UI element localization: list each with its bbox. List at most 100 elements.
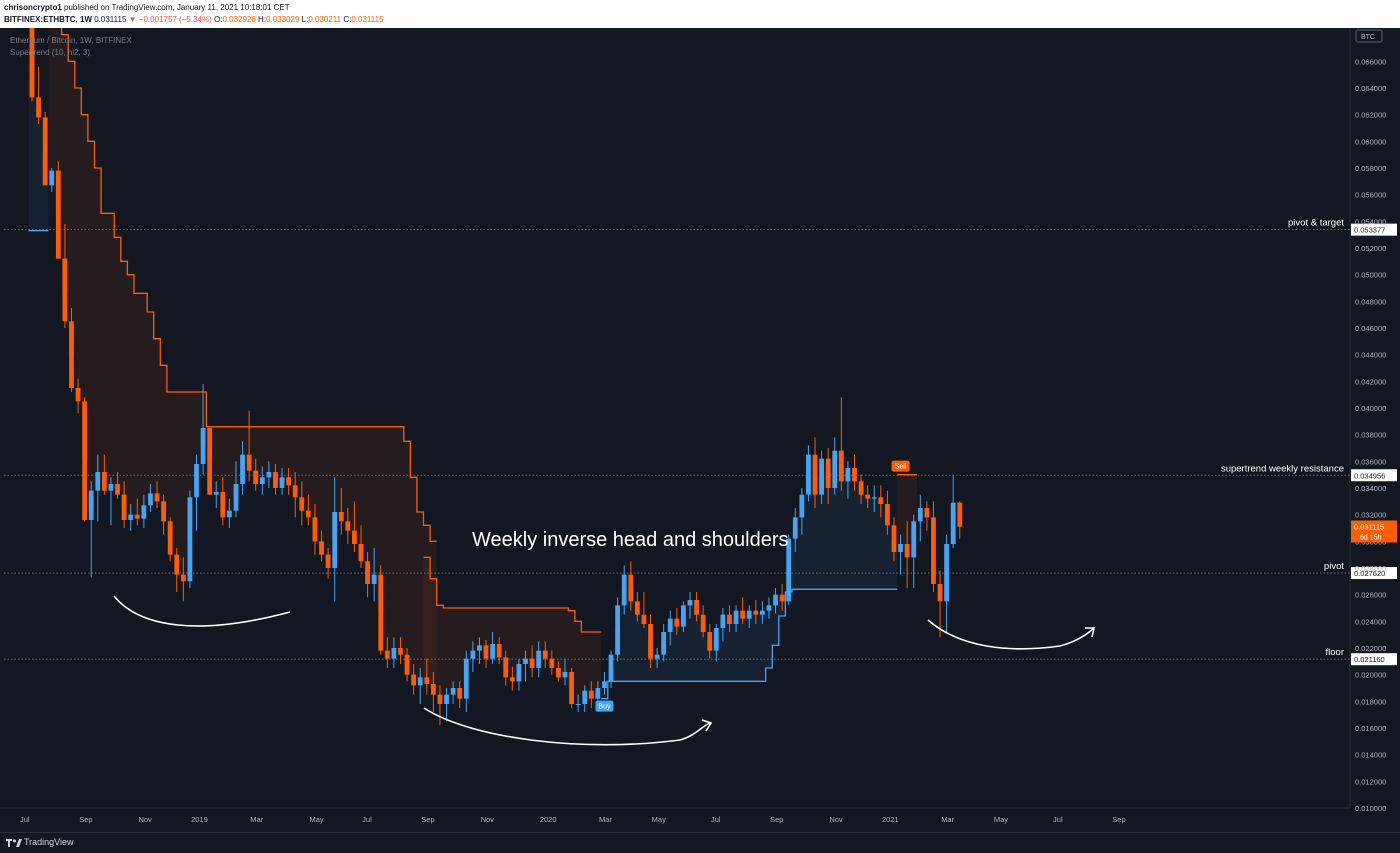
candle (891, 517, 897, 562)
candle (648, 614, 653, 668)
price-tick-label: 0.032000 (1355, 511, 1386, 520)
symbol-label[interactable]: BITFINEX:ETHBTC, 1W (4, 15, 92, 24)
candle (779, 584, 785, 611)
candle (740, 597, 746, 624)
candle-body (115, 484, 120, 495)
price-tick-label: 0.016000 (1355, 724, 1386, 733)
chart-legend: Ethereum / Bitcoin, 1W, BITFINEX Supertr… (10, 36, 132, 57)
candle (299, 481, 305, 526)
candle (911, 514, 917, 588)
candle-body (562, 672, 568, 678)
candle-body (871, 497, 877, 499)
candle (115, 472, 120, 499)
price-tick-label: 0.026000 (1355, 591, 1386, 600)
candle (917, 494, 923, 542)
candle-body (463, 658, 469, 699)
time-tick-label: Sep (79, 815, 92, 824)
tradingview-logo-icon[interactable] (6, 837, 22, 848)
price-tick-label: 0.044000 (1355, 351, 1386, 360)
candle (207, 428, 213, 495)
price-tick-label: 0.024000 (1355, 617, 1386, 626)
candle (220, 477, 226, 526)
candle-body (536, 650, 542, 668)
candle (838, 397, 844, 491)
candle (75, 378, 81, 414)
candle-body (549, 658, 555, 668)
supertrend-line-layer (28, 28, 917, 700)
candle (253, 458, 259, 491)
candle (161, 494, 166, 535)
candle-body (437, 694, 443, 704)
price-tick-label: 0.052000 (1355, 244, 1386, 253)
candle-body (720, 614, 726, 628)
candle (608, 650, 614, 688)
candle (69, 308, 74, 392)
candle-body (207, 428, 213, 495)
candle (654, 648, 660, 668)
footer-bar: TradingView (0, 832, 1400, 853)
candle (865, 485, 871, 508)
time-tick-label: Mar (599, 815, 612, 824)
brand-name: TradingView (24, 837, 74, 847)
unit-label: BTC (1361, 34, 1375, 41)
candle (542, 641, 548, 668)
candle (134, 498, 140, 526)
time-tick-label: Jul (711, 815, 721, 824)
candle (430, 672, 436, 712)
candle (792, 508, 798, 552)
candle (213, 481, 219, 508)
buy-signal-label: Buy (598, 704, 611, 711)
candle (759, 601, 765, 624)
candle (279, 468, 285, 495)
candle-body (885, 504, 890, 526)
candle-body (338, 512, 344, 522)
candle-body (759, 610, 765, 615)
price-axis[interactable]: 0.066000 0.064000 0.062000 0.060000 0.058000… (1349, 28, 1397, 813)
candle-body (69, 321, 74, 388)
candle-body (36, 97, 41, 118)
candle (55, 161, 61, 259)
candle (411, 664, 417, 695)
candle (141, 494, 147, 528)
author-name[interactable]: chrisoncrypto1 (4, 3, 62, 12)
supertrend-line (60, 28, 437, 542)
candle (957, 501, 963, 539)
candle (450, 681, 456, 704)
price-tick-label: 0.012000 (1355, 777, 1386, 786)
candle-body (773, 594, 778, 606)
candle (167, 517, 173, 562)
candle (733, 605, 739, 632)
candle-body (483, 645, 489, 659)
candle-body (253, 470, 259, 484)
candle-body (556, 668, 561, 678)
candle-body (49, 170, 55, 186)
level-label: floor (1326, 647, 1344, 658)
candle (509, 666, 515, 691)
candle-body (496, 644, 502, 658)
candle-body (911, 521, 917, 558)
candle (950, 474, 956, 548)
candle-body (477, 645, 482, 651)
time-axis[interactable]: Jul Sep Nov 2019 Mar May Jul Sep Nov 2020 Mar May Ju… (0, 807, 1350, 824)
candle-body (148, 493, 153, 506)
candle-body (621, 574, 627, 606)
candle-body (273, 472, 278, 488)
price-tick-label: 0.038000 (1355, 431, 1386, 440)
price-chart[interactable]: pivot & target 0.053377 supertrend weekly … (0, 28, 1400, 832)
supertrend-line (601, 588, 898, 700)
candle (490, 632, 495, 664)
candle-body (398, 648, 403, 655)
candle (240, 441, 245, 495)
last-price-tag-value: 0.031115 (1354, 522, 1384, 531)
level-price-tag (1351, 469, 1397, 482)
candle-body (674, 618, 680, 627)
candle-body (740, 610, 746, 619)
ohlc-line: BITFINEX:ETHBTC, 1W 0.031115 ▼ −0.001757… (4, 14, 384, 25)
price-tick-label: 0.050000 (1355, 271, 1386, 280)
candle-body (88, 490, 94, 520)
candle (391, 637, 397, 668)
candle-body (950, 502, 956, 544)
level-price-tag-text: 0.034956 (1354, 471, 1385, 480)
candle-body (259, 477, 265, 484)
high-label: H: (258, 15, 267, 24)
